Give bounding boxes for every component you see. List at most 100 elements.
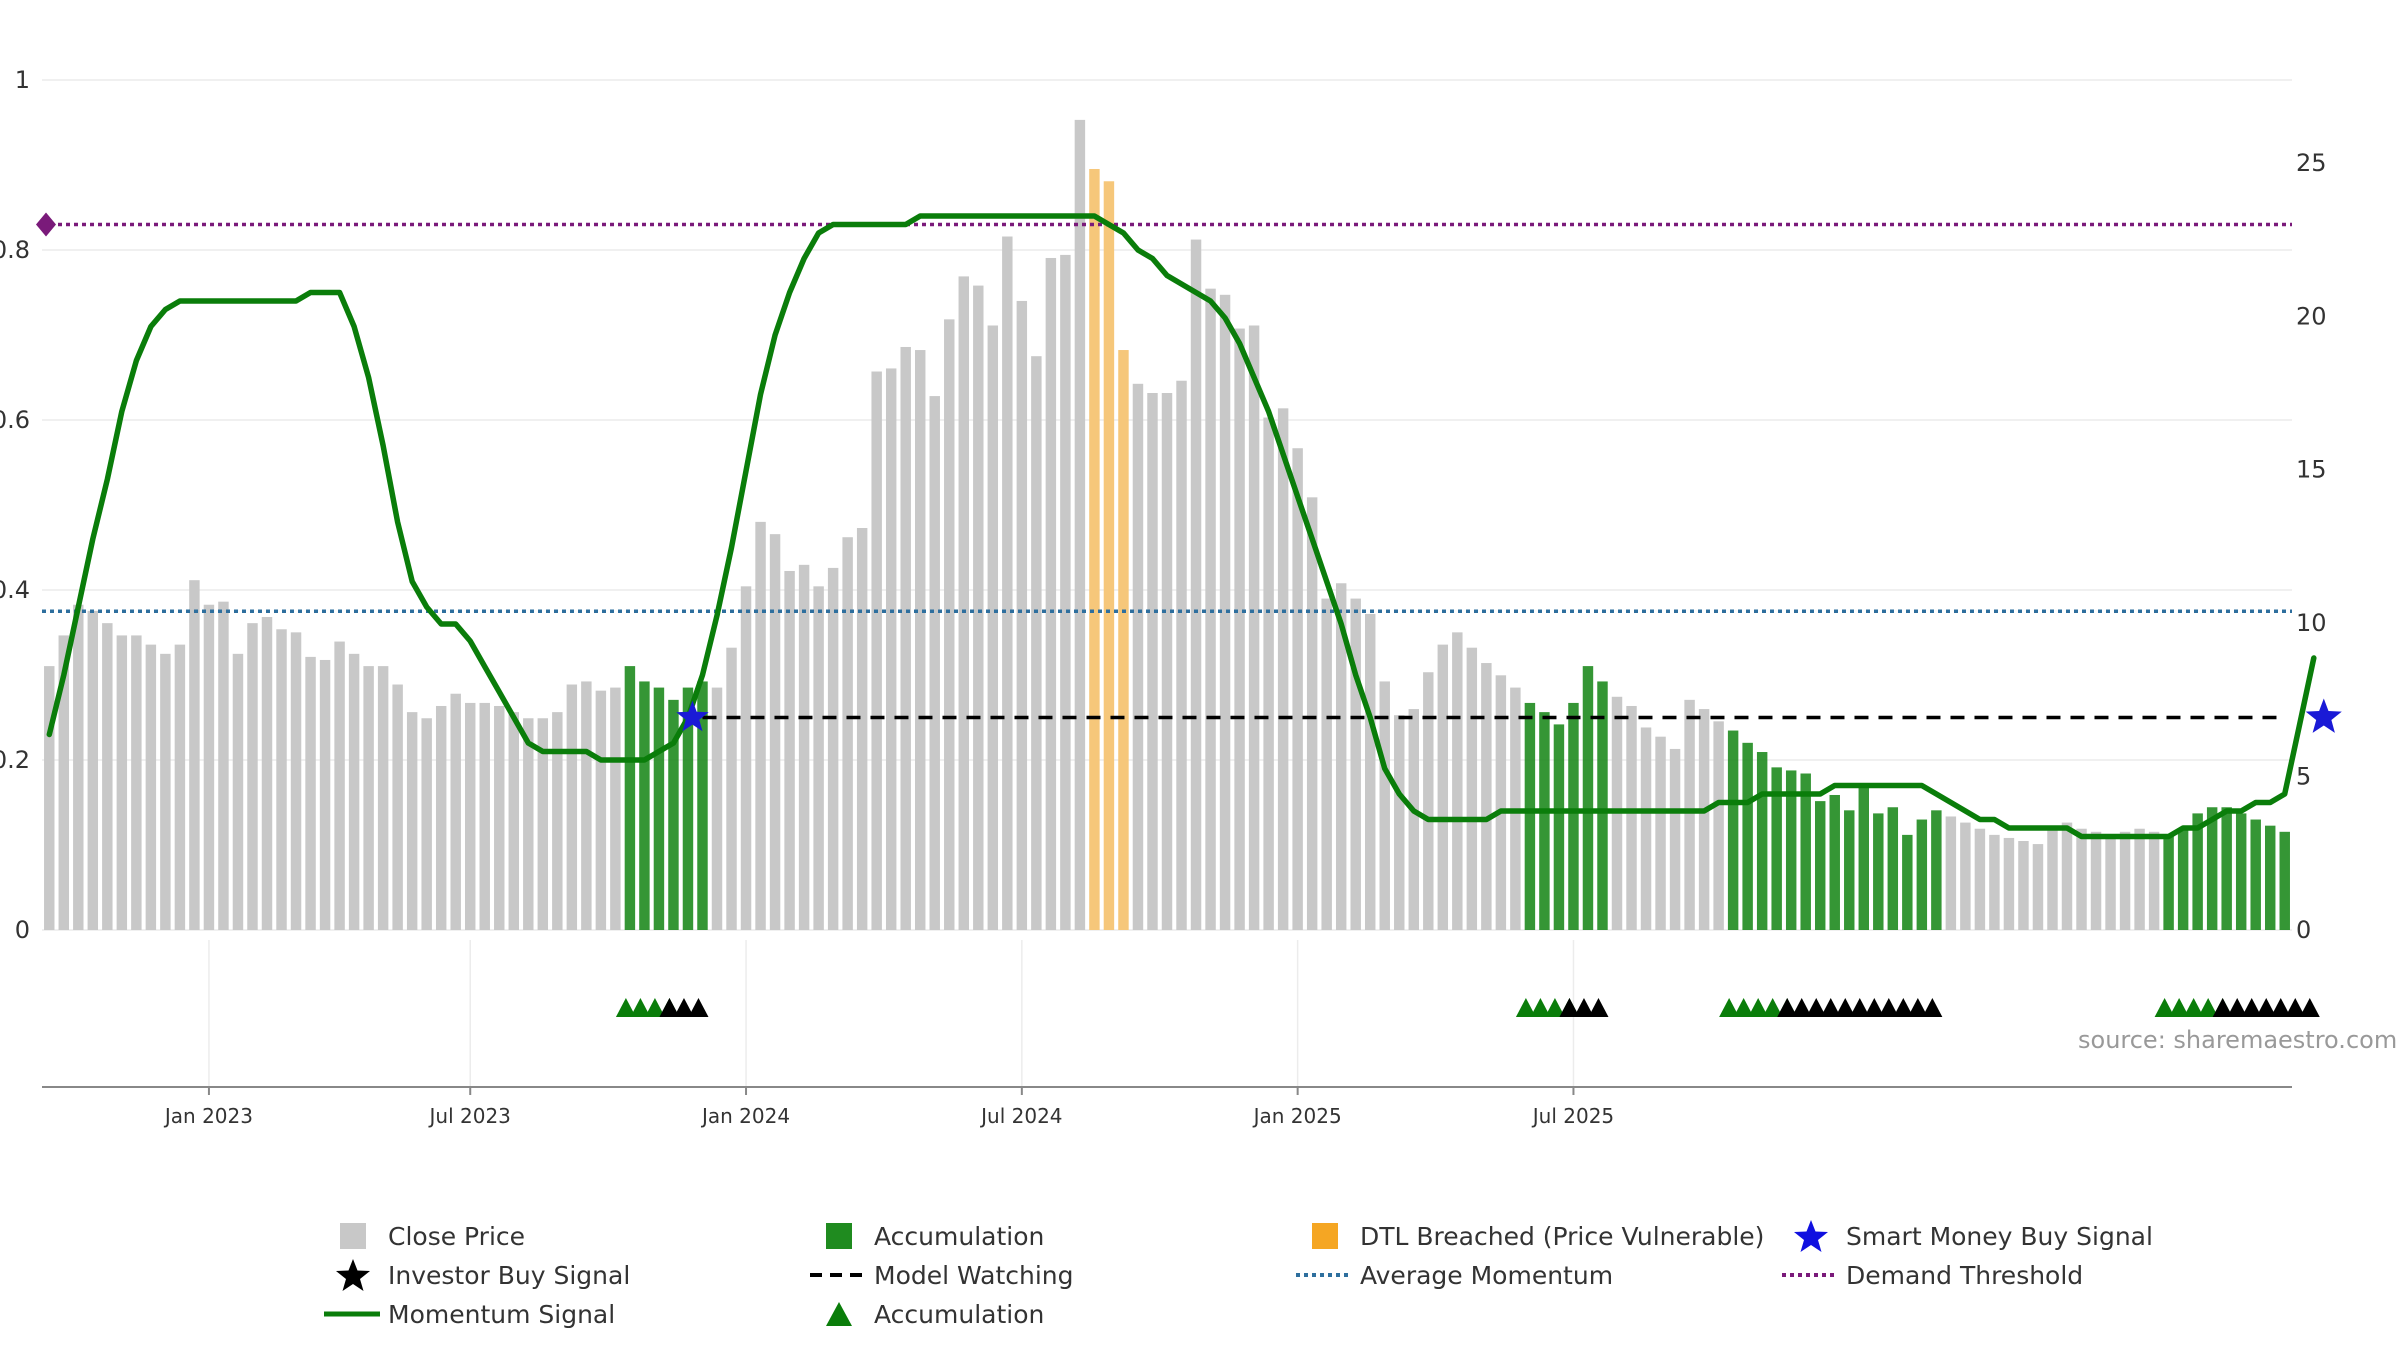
accumulation-bar (1568, 702, 1579, 930)
accumulation-bar (639, 681, 650, 930)
accumulation-bar (1756, 752, 1768, 930)
investor-buy-marker (1573, 998, 1594, 1017)
accumulation-marker (1719, 998, 1740, 1017)
close-price-bar (348, 653, 360, 930)
accumulation-bar (697, 681, 708, 930)
accumulation-bar (1931, 810, 1942, 930)
close-price-bar (842, 537, 853, 930)
right-axis-tick-label: 20 (2296, 302, 2327, 330)
close-price-bar (856, 528, 868, 930)
investor-buy-marker (2227, 998, 2248, 1017)
close-price-bar (1234, 328, 1245, 930)
close-price-bar (1495, 675, 1507, 930)
accumulation-bar (2206, 807, 2218, 930)
close-price-bar (160, 653, 171, 930)
close-price-bar (2047, 825, 2058, 930)
accumulation-marker (615, 998, 636, 1017)
left-axis-tick-label: 0.2 (0, 746, 30, 774)
close-price-bar (479, 702, 490, 930)
dtl-breached-bar (1103, 181, 1115, 930)
close-price-bar (1031, 356, 1042, 930)
close-price-bar (769, 534, 781, 930)
close-price-bar (1365, 613, 1376, 930)
close-price-bar (1974, 828, 1986, 930)
left-axis-tick-label: 0.8 (0, 236, 30, 264)
close-price-bar (435, 705, 447, 930)
close-price-bar (726, 647, 737, 930)
close-price-bar (915, 350, 926, 930)
close-price-bar (987, 325, 999, 930)
close-price-bar (44, 666, 55, 930)
demand-threshold-marker (36, 212, 56, 237)
accumulation-bar (1844, 810, 1855, 930)
close-price-bar (929, 396, 940, 931)
investor-buy-marker (673, 998, 694, 1017)
accumulation-bar (1539, 712, 1550, 930)
accumulation-marker (630, 998, 651, 1017)
accumulation-bar (1727, 730, 1739, 930)
close-price-bar (305, 656, 316, 930)
investor-buy-marker (2270, 998, 2291, 1017)
close-price-bar (1350, 598, 1361, 930)
close-price-bar (1205, 288, 1216, 930)
close-price-bar (450, 693, 461, 930)
dtl-breached-bar (1118, 350, 1129, 930)
investor-buy-marker (2299, 998, 2320, 1017)
close-price-bar (2148, 831, 2160, 930)
right-axis-tick-label: 10 (2296, 609, 2327, 637)
close-price-bar (2105, 837, 2116, 930)
close-price-bar (1306, 497, 1318, 930)
close-price-bar (552, 712, 563, 930)
x-tick-label: Jan 2025 (1252, 1104, 1342, 1128)
close-price-bar (1452, 632, 1463, 930)
close-price-bar (755, 521, 766, 930)
accumulation-marker (1733, 998, 1754, 1017)
close-price-bar (1626, 705, 1637, 930)
close-price-bar (508, 712, 519, 930)
close-price-bar (798, 564, 810, 930)
close-price-bar (319, 659, 331, 930)
x-tick-label: Jul 2023 (428, 1104, 511, 1128)
investor-buy-marker (1878, 998, 1899, 1017)
close-price-bar (1713, 721, 1724, 930)
left-axis-tick-label: 0.4 (0, 576, 30, 604)
close-price-bar (276, 629, 287, 930)
accumulation-marker (2154, 998, 2175, 1017)
investor-buy-marker (1864, 998, 1885, 1017)
accumulation-marker (2183, 998, 2204, 1017)
investor-buy-marker (1588, 998, 1609, 1017)
close-price-bar (1190, 239, 1202, 931)
accumulation-marker (1544, 998, 1565, 1017)
left-axis-tick-label: 0 (15, 916, 30, 944)
close-price-bar (1945, 816, 1957, 930)
accumulation-marker (1530, 998, 1551, 1017)
investor-buy-marker (2256, 998, 2277, 1017)
close-price-bar (2090, 831, 2102, 930)
close-price-bar (1060, 254, 1071, 931)
close-price-bar (1960, 822, 1971, 930)
close-price-bar (2134, 828, 2145, 930)
accumulation-bar (1873, 813, 1884, 930)
accumulation-bar (1582, 666, 1594, 930)
close-price-bar (1989, 834, 2000, 930)
investor-buy-marker (1922, 998, 1943, 1017)
close-price-bar (363, 666, 374, 930)
investor-buy-marker (1559, 998, 1580, 1017)
accumulation-bar (1742, 742, 1753, 930)
close-price-bar (58, 635, 69, 930)
close-price-bar (958, 276, 969, 930)
close-price-bar (566, 684, 578, 930)
accumulation-marker (1762, 998, 1783, 1017)
accumulation-bar (2265, 825, 2276, 930)
close-price-bar (1684, 699, 1695, 930)
accumulation-bar (1902, 834, 1913, 930)
close-price-bar (1408, 709, 1419, 930)
accumulation-marker (1748, 998, 1769, 1017)
close-price-bar (711, 687, 723, 930)
accumulation-bar (1829, 794, 1840, 930)
close-price-bar (900, 346, 911, 930)
accumulation-bar (1858, 785, 1869, 930)
accumulation-marker (2169, 998, 2190, 1017)
close-price-bar (1379, 681, 1390, 930)
